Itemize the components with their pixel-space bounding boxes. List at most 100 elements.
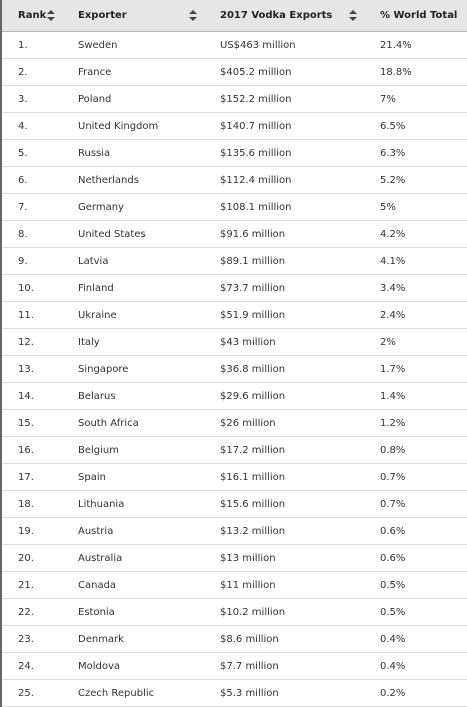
table-cell: 24. — [1, 652, 63, 680]
cell-text: $5.3 million — [220, 687, 279, 699]
cell-text: $140.7 million — [220, 120, 292, 132]
cell-text: US$463 million — [220, 39, 296, 51]
table-cell: 0.4% — [365, 625, 467, 653]
table-cell: 13. — [1, 355, 63, 383]
cell-text: Italy — [78, 336, 100, 348]
table-cell: 2% — [365, 328, 467, 356]
table-row: 23. Denmark $8.6 million 0.4% — [1, 625, 467, 653]
column-header[interactable]: % World Total — [365, 0, 467, 32]
cell-text: 7% — [380, 93, 396, 105]
cell-text: 2% — [380, 336, 396, 348]
table-cell: $135.6 million — [205, 139, 365, 167]
table-row: 5. Russia $135.6 million 6.3% — [1, 139, 467, 167]
cell-text: 10. — [18, 282, 34, 294]
table-row: 20. Australia $13 million 0.6% — [1, 544, 467, 572]
sort-icon[interactable] — [189, 10, 197, 21]
table-cell: 9. — [1, 247, 63, 275]
cell-text: 0.7% — [380, 471, 406, 483]
cell-text: Belgium — [78, 444, 119, 456]
cell-text: $13.2 million — [220, 525, 286, 537]
table-cell: $73.7 million — [205, 274, 365, 302]
cell-text: 11. — [18, 309, 34, 321]
table-cell: $8.6 million — [205, 625, 365, 653]
table-cell: $13.2 million — [205, 517, 365, 545]
table-cell: $5.3 million — [205, 679, 365, 707]
cell-text: 0.5% — [380, 606, 406, 618]
cell-text: 23. — [18, 633, 34, 645]
cell-text: 2. — [18, 66, 28, 78]
cell-text: United Kingdom — [78, 120, 159, 132]
cell-text: 17. — [18, 471, 34, 483]
column-header[interactable]: Exporter — [63, 0, 205, 32]
table-cell: 0.6% — [365, 517, 467, 545]
cell-text: 6. — [18, 174, 28, 186]
table-cell: $405.2 million — [205, 58, 365, 86]
cell-text: 0.8% — [380, 444, 406, 456]
table-cell: United Kingdom — [63, 112, 205, 140]
table-cell: 1.2% — [365, 409, 467, 437]
cell-text: $13 million — [220, 552, 276, 564]
table-row: 21. Canada $11 million 0.5% — [1, 571, 467, 599]
column-header[interactable]: 2017 Vodka Exports — [205, 0, 365, 32]
table-row: 15. South Africa $26 million 1.2% — [1, 409, 467, 437]
cell-text: $26 million — [220, 417, 276, 429]
sort-icon[interactable] — [349, 10, 357, 21]
cell-text: $16.1 million — [220, 471, 286, 483]
table-cell: Germany — [63, 193, 205, 221]
cell-text: 25. — [18, 687, 34, 699]
table-row: 4. United Kingdom $140.7 million 6.5% — [1, 112, 467, 140]
table-row: 2. France $405.2 million 18.8% — [1, 58, 467, 86]
table-cell: Singapore — [63, 355, 205, 383]
sort-icon[interactable] — [47, 10, 55, 21]
table-cell: 22. — [1, 598, 63, 626]
table-cell: 6. — [1, 166, 63, 194]
table-cell: 7% — [365, 85, 467, 113]
cell-text: 20. — [18, 552, 34, 564]
column-header-label: Exporter — [78, 10, 127, 21]
cell-text: $29.6 million — [220, 390, 286, 402]
table-row: 22. Estonia $10.2 million 0.5% — [1, 598, 467, 626]
table-cell: 7. — [1, 193, 63, 221]
table-cell: Netherlands — [63, 166, 205, 194]
table-cell: Russia — [63, 139, 205, 167]
table-cell: $91.6 million — [205, 220, 365, 248]
table-cell: Lithuania — [63, 490, 205, 518]
cell-text: 13. — [18, 363, 34, 375]
table-cell: $51.9 million — [205, 301, 365, 329]
cell-text: Moldova — [78, 660, 121, 672]
cell-text: 4. — [18, 120, 28, 132]
cell-text: 19. — [18, 525, 34, 537]
table-cell: 17. — [1, 463, 63, 491]
table-row: 25. Czech Republic $5.3 million 0.2% — [1, 679, 467, 707]
table-row: 14. Belarus $29.6 million 1.4% — [1, 382, 467, 410]
cell-text: 18. — [18, 498, 34, 510]
table-body: 1. Sweden US$463 million 21.4% 2. France $405.… — [1, 31, 467, 707]
column-header[interactable]: Rank — [1, 0, 63, 32]
cell-text: United States — [78, 228, 146, 240]
cell-text: $73.7 million — [220, 282, 286, 294]
table-cell: Spain — [63, 463, 205, 491]
cell-text: Australia — [78, 552, 123, 564]
table-cell: 16. — [1, 436, 63, 464]
cell-text: $10.2 million — [220, 606, 286, 618]
cell-text: 0.7% — [380, 498, 406, 510]
table-cell: Austria — [63, 517, 205, 545]
table-cell: 4.2% — [365, 220, 467, 248]
cell-text: $43 million — [220, 336, 276, 348]
cell-text: 14. — [18, 390, 34, 402]
column-header-label: Rank — [18, 10, 47, 21]
table-row: 16. Belgium $17.2 million 0.8% — [1, 436, 467, 464]
cell-text: $108.1 million — [220, 201, 292, 213]
table-cell: 0.4% — [365, 652, 467, 680]
table-cell: 23. — [1, 625, 63, 653]
cell-text: $405.2 million — [220, 66, 292, 78]
table-cell: Italy — [63, 328, 205, 356]
table-cell: Canada — [63, 571, 205, 599]
table-cell: Latvia — [63, 247, 205, 275]
table-cell: US$463 million — [205, 31, 365, 59]
table-cell: Belgium — [63, 436, 205, 464]
cell-text: $7.7 million — [220, 660, 279, 672]
cell-text: Lithuania — [78, 498, 125, 510]
table-cell: 5% — [365, 193, 467, 221]
